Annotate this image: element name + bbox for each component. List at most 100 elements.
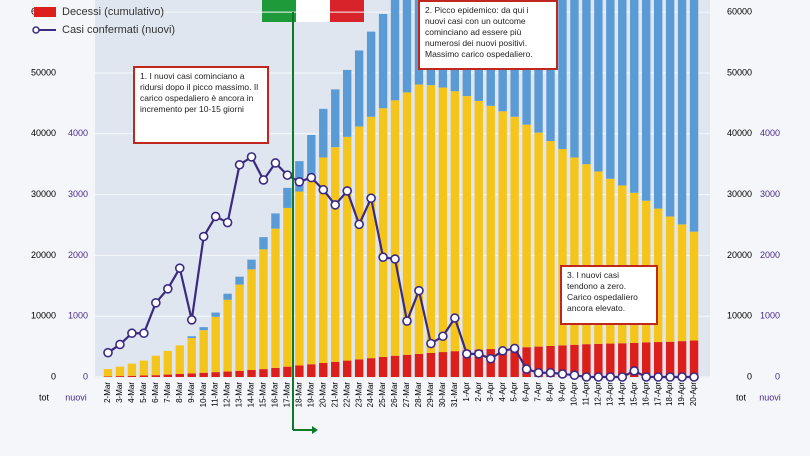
x-tick-label: 2-Apr — [474, 382, 483, 402]
line-point — [402, 316, 412, 326]
line-point — [414, 285, 424, 296]
y2-tick-label: 1000 — [760, 311, 780, 321]
line-point — [641, 372, 652, 382]
y2-tick-label: 0 — [83, 371, 88, 381]
bar-segment — [259, 249, 268, 370]
bar-segment — [175, 345, 184, 374]
line-point — [258, 175, 269, 185]
line-point — [246, 152, 257, 162]
y-tick-label: 10000 — [727, 311, 752, 321]
bar-segment — [103, 376, 113, 377]
x-tick-label: 18-Mar — [294, 382, 303, 408]
line-point — [330, 200, 341, 210]
x-tick-label: 6-Apr — [522, 382, 531, 402]
bar-segment — [546, 141, 555, 346]
x-tick-label: 26-Mar — [390, 382, 399, 408]
x-tick-label: 30-Mar — [438, 382, 447, 408]
x-tick-label: 12-Apr — [593, 382, 602, 406]
x-tick-label: 20-Apr — [689, 382, 698, 406]
bar-segment — [653, 208, 663, 343]
line-point — [557, 369, 568, 379]
bar-segment — [558, 345, 567, 377]
bar-segment — [139, 360, 149, 376]
bar-segment — [319, 108, 328, 158]
bar-segment — [522, 124, 531, 348]
line-point — [234, 159, 245, 170]
line-point — [282, 170, 293, 180]
x-tick-label: 1-Apr — [462, 382, 471, 402]
line-point — [689, 372, 699, 382]
x-tick-label: 14-Mar — [247, 382, 256, 408]
bar-segment — [450, 351, 460, 377]
annotation: 2. Picco epidemico: da qui i nuovi casi … — [418, 0, 558, 70]
bar-segment — [486, 105, 495, 350]
bar-segment — [343, 69, 352, 137]
x-tick-label: 13-Apr — [605, 382, 614, 406]
bar-segment — [665, 0, 675, 217]
y2-tick-label: 2000 — [760, 250, 780, 260]
x-tick-label: 28-Mar — [414, 382, 423, 408]
legend-swatch — [34, 7, 56, 17]
x-tick-label: 2-Mar — [103, 382, 112, 403]
line-point — [605, 372, 616, 382]
x-tick-label: 24-Mar — [366, 382, 375, 408]
x-tick-label: 3-Apr — [486, 382, 495, 402]
y-tick-label: 30000 — [31, 189, 56, 199]
x-tick-label: 15-Apr — [629, 382, 638, 406]
bar-segment — [319, 363, 328, 377]
y2-tick-label: 4000 — [760, 128, 780, 138]
x-tick-label: 5-Apr — [510, 382, 519, 402]
bar-segment — [247, 370, 256, 377]
bar-segment — [677, 0, 687, 225]
bar-segment — [438, 87, 448, 353]
bar-segment — [498, 348, 507, 377]
line-point — [545, 367, 556, 378]
legend-label: Decessi (cumulativo) — [62, 6, 164, 18]
x-tick-label: 14-Apr — [617, 382, 626, 406]
bar-segment — [653, 0, 663, 209]
bar-segment — [366, 358, 376, 377]
x-tick-label: 9-Mar — [187, 382, 196, 403]
y2-axis-label: nuovi — [759, 392, 781, 402]
line-point — [509, 343, 520, 354]
bar-segment — [402, 0, 412, 93]
line-point — [665, 372, 675, 382]
x-tick-label: 12-Mar — [223, 382, 232, 408]
bar-segment — [546, 0, 555, 142]
line-point — [497, 346, 508, 356]
line-point — [629, 366, 640, 376]
bar-segment — [630, 342, 639, 377]
line-point — [617, 372, 628, 382]
bar-segment — [594, 171, 603, 344]
line-point — [426, 338, 436, 349]
bar-segment — [187, 338, 196, 374]
x-tick-label: 16-Mar — [271, 382, 280, 408]
line-point — [174, 263, 185, 273]
x-tick-label: 25-Mar — [378, 382, 387, 408]
bar-segment — [295, 161, 304, 192]
y2-axis-label: nuovi — [65, 392, 87, 402]
x-tick-label: 3-Mar — [115, 382, 124, 403]
bar-segment — [223, 293, 232, 300]
x-tick-label: 5-Mar — [139, 382, 148, 403]
bar-segment — [175, 373, 184, 377]
y2-tick-label: 2000 — [68, 250, 88, 260]
line-point — [450, 313, 460, 323]
bar-segment — [307, 134, 316, 175]
x-tick-label: 20-Mar — [318, 382, 327, 408]
x-tick-label: 15-Mar — [259, 382, 268, 408]
bar-segment — [414, 84, 424, 354]
bar-segment — [534, 132, 543, 347]
line-point — [222, 217, 233, 228]
bar-segment — [223, 299, 232, 372]
bar-segment — [247, 259, 256, 270]
bar-segment — [307, 174, 316, 365]
x-tick-label: 11-Mar — [211, 382, 220, 407]
legend-marker — [32, 26, 40, 34]
bar-segment — [283, 366, 292, 377]
legend-label: Casi confermati (nuovi) — [62, 24, 175, 36]
bar-segment — [235, 284, 244, 371]
bar-segment — [115, 366, 125, 377]
line-point — [521, 364, 532, 374]
x-tick-label: 21-Mar — [330, 382, 339, 408]
